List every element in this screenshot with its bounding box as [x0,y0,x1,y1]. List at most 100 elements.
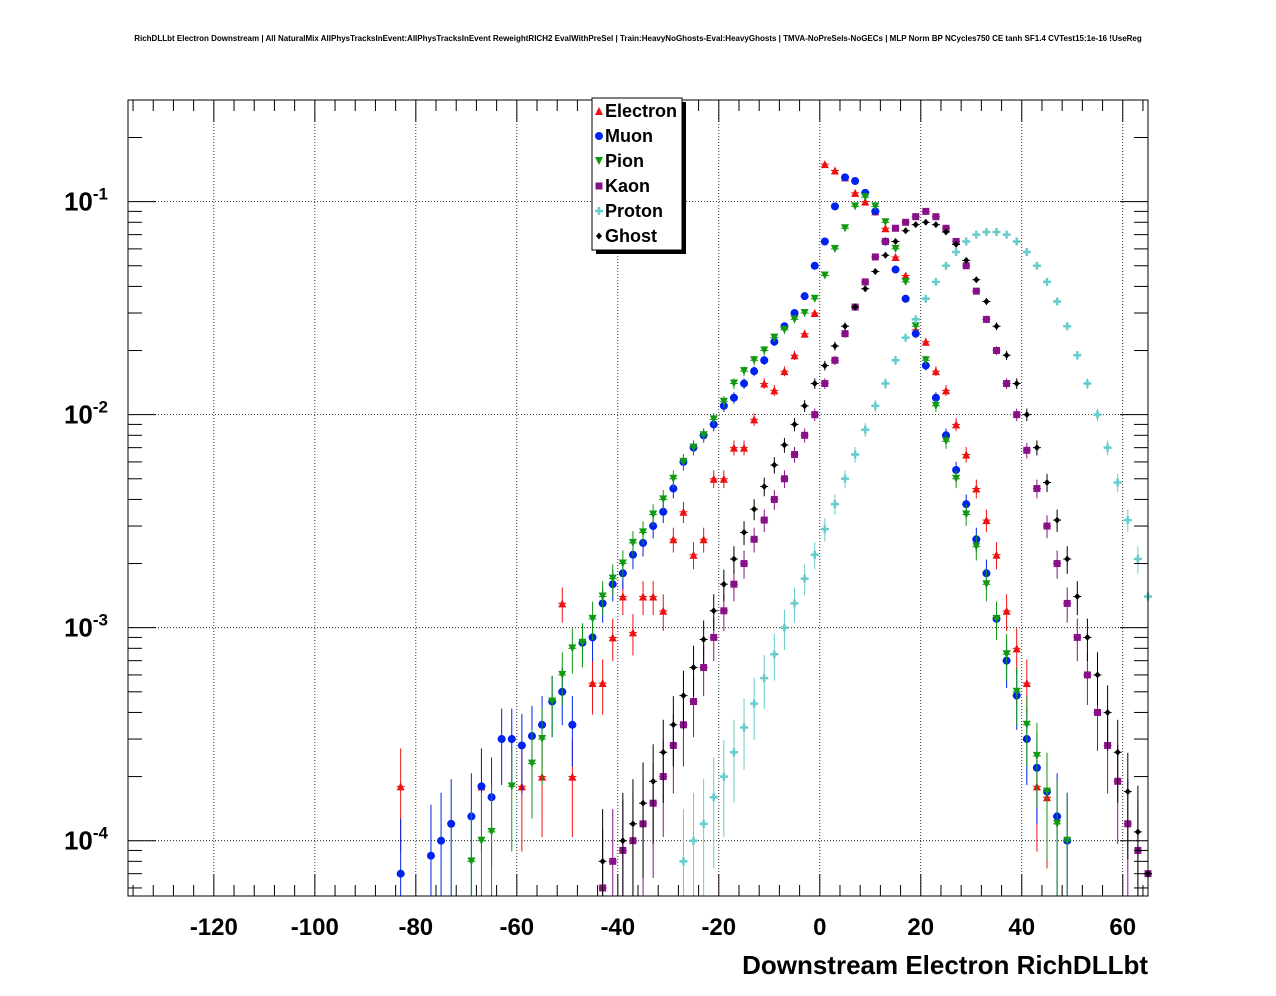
kaon-point [811,411,819,419]
kaon-point [892,224,900,232]
ghost-point [801,402,808,410]
kaon-point [932,213,940,221]
proton-point [709,793,718,802]
pion-point [719,397,728,406]
electron-point [992,550,1001,559]
kaon-point [690,698,698,706]
proton-point [942,261,951,270]
electron-point [810,309,819,318]
legend-label-proton: Proton [605,201,663,221]
electron-point [689,550,698,559]
ghost-point [730,555,737,563]
pion-point [578,638,587,647]
proton-point [1002,230,1011,239]
proton-point [931,277,940,286]
electron-point [800,329,809,338]
pion-point [729,379,738,388]
proton-point [1083,379,1092,388]
kaon-point [861,278,869,286]
x-tick-label: 20 [907,914,934,941]
muon-point [962,500,971,509]
ghost-point [599,857,606,865]
pion-point [780,325,789,334]
muon-point [830,202,839,211]
pion-point [942,437,951,446]
proton-point [1053,297,1062,306]
pion-point [598,592,607,601]
muon-point [871,207,880,216]
proton-point [1043,277,1052,286]
kaon-point [881,237,889,245]
muon-point [517,741,526,750]
ghost-point [963,256,970,264]
electron-point [820,160,829,169]
pion-point [921,356,930,365]
muon-point [659,507,668,516]
ghost-point [902,227,909,235]
proton-point [699,819,708,828]
proton-point [790,599,799,608]
proton-point [1093,410,1102,419]
electron-point [851,188,860,197]
pion-point [1053,819,1062,828]
pion-point [639,528,648,537]
kaon-point [1063,599,1071,607]
ghost-point [619,837,626,845]
electron-point [669,535,678,544]
y-tick-label: 10-2 [64,398,108,430]
ghost-point [1033,444,1040,452]
kaon-point [821,380,829,388]
pion-point [588,614,597,623]
kaon-point [942,224,950,232]
pion-point [477,836,486,845]
muon-point [810,261,819,270]
ghost-point [922,218,929,226]
legend-marker-muon [595,132,603,140]
y-tick-label: 10-3 [64,611,108,643]
proton-point [982,228,991,237]
proton-point [1063,322,1072,331]
y-tick-label: 10-1 [64,185,108,217]
electron-point [952,420,961,429]
pion-point [608,574,617,583]
series-kaon [598,207,1152,896]
ghost-point [1094,671,1101,679]
ghost-point [629,820,636,828]
muon-point [669,484,678,493]
muon-point [891,265,900,274]
proton-point [861,425,870,434]
ghost-point [1124,788,1131,796]
kaon-point [841,330,849,338]
pion-point [750,356,759,365]
proton-point [891,356,900,365]
pion-point [689,443,698,452]
pion-point [1043,787,1052,796]
kaon-point [982,315,990,323]
proton-point [810,550,819,559]
pion-point [992,614,1001,623]
muon-point [931,393,940,402]
muon-point [740,379,749,388]
kaon-point [750,535,758,543]
muon-point [426,851,435,860]
proton-point [689,836,698,845]
electron-point [618,592,627,601]
electron-point [750,415,759,424]
pion-point [861,193,870,202]
muon-point [396,869,405,878]
proton-point [1133,555,1142,564]
electron-point [608,633,617,642]
kaon-point [1033,485,1041,493]
electron-point [881,224,890,233]
ghost-point [1044,479,1051,487]
pion-point [820,271,829,280]
proton-point [679,857,688,866]
electron-point [568,772,577,781]
pion-point [558,670,567,679]
legend-label-kaon: Kaon [605,176,650,196]
pion-point [830,244,839,253]
x-tick-label: 0 [813,914,826,941]
series-electron [396,160,1052,869]
kaon-point [780,475,788,483]
kaon-point [1003,380,1011,388]
